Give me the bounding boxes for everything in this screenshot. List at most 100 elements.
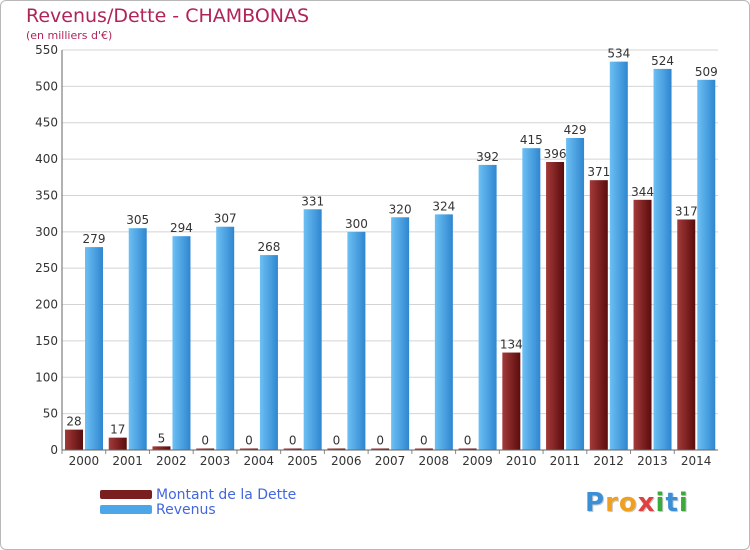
data-label-revenus: 300 <box>345 217 368 231</box>
data-label-dette: 134 <box>500 338 523 352</box>
y-tick-label: 200 <box>35 298 58 312</box>
data-label-revenus: 392 <box>476 150 499 164</box>
x-tick-label: 2004 <box>244 454 275 468</box>
legend-label-revenus: Revenus <box>156 502 216 518</box>
data-label-revenus: 305 <box>126 213 149 227</box>
data-label-dette: 344 <box>631 185 654 199</box>
bar-revenus <box>522 148 541 450</box>
y-tick-label: 450 <box>35 116 58 130</box>
bar-revenus <box>172 236 191 450</box>
bar-dette <box>239 448 258 450</box>
bar-dette <box>196 448 215 450</box>
x-tick-label: 2009 <box>462 454 493 468</box>
bar-dette <box>589 180 608 450</box>
logo-letter: P <box>585 488 606 518</box>
x-tick-label: 2008 <box>418 454 449 468</box>
bar-dette <box>414 448 433 450</box>
bar-dette <box>502 352 521 450</box>
y-tick-label: 0 <box>50 443 58 457</box>
bar-revenus <box>259 255 278 450</box>
x-tick-label: 2001 <box>112 454 143 468</box>
y-tick-label: 150 <box>35 334 58 348</box>
x-tick-label: 2005 <box>287 454 318 468</box>
logo-letter: i <box>655 488 666 518</box>
x-tick-label: 2011 <box>550 454 581 468</box>
x-tick-label: 2000 <box>69 454 100 468</box>
data-label-revenus: 509 <box>695 65 718 79</box>
data-label-revenus: 268 <box>257 240 280 254</box>
legend-swatch-dette <box>100 490 152 499</box>
bar-dette <box>108 437 127 450</box>
bar-revenus <box>653 68 672 450</box>
logo-letter: x <box>637 488 656 518</box>
bar-revenus <box>85 247 103 450</box>
data-label-dette: 0 <box>245 434 253 448</box>
y-tick-label: 500 <box>35 79 58 93</box>
bar-revenus <box>303 209 322 450</box>
y-tick-label: 300 <box>35 225 58 239</box>
bar-revenus <box>391 217 410 450</box>
bar-dette <box>371 448 390 450</box>
bar-dette <box>65 429 83 450</box>
bar-revenus <box>434 214 453 450</box>
chart-title: Revenus/Dette - CHAMBONAS <box>26 5 310 27</box>
data-label-dette: 5 <box>158 431 166 445</box>
data-label-revenus: 279 <box>83 232 106 246</box>
data-label-dette: 0 <box>289 434 297 448</box>
data-label-revenus: 294 <box>170 221 193 235</box>
bar-dette <box>458 448 477 450</box>
logo-letter: t <box>665 488 679 518</box>
data-label-dette: 0 <box>201 434 209 448</box>
x-tick-label: 2003 <box>200 454 231 468</box>
bar-dette <box>546 162 565 450</box>
data-label-dette: 0 <box>376 434 384 448</box>
y-tick-label: 100 <box>35 370 58 384</box>
bar-revenus <box>697 79 716 451</box>
data-label-revenus: 320 <box>389 202 412 216</box>
y-tick-label: 550 <box>35 43 58 57</box>
data-label-revenus: 307 <box>214 212 237 226</box>
data-label-dette: 0 <box>420 434 428 448</box>
x-tick-label: 2013 <box>637 454 668 468</box>
x-tick-label: 2002 <box>156 454 187 468</box>
bar-revenus <box>478 164 497 450</box>
y-tick-label: 350 <box>35 188 58 202</box>
bar-dette <box>152 446 171 450</box>
bar-revenus <box>347 231 366 450</box>
data-label-revenus: 429 <box>564 123 587 137</box>
x-tick-label: 2007 <box>375 454 406 468</box>
bar-dette <box>327 448 346 450</box>
chart-subtitle: (en milliers d'€) <box>26 29 113 42</box>
logo-letter: i <box>678 488 689 518</box>
data-label-dette: 371 <box>587 165 610 179</box>
legend-label-dette: Montant de la Dette <box>156 487 297 503</box>
bar-revenus <box>566 138 585 450</box>
bar-revenus <box>128 228 147 450</box>
data-label-revenus: 324 <box>432 199 455 213</box>
legend-swatch-revenus <box>100 505 152 514</box>
x-tick-label: 2006 <box>331 454 362 468</box>
data-label-dette: 28 <box>66 415 81 429</box>
data-label-dette: 317 <box>675 204 698 218</box>
bar-revenus <box>216 226 235 450</box>
bar-dette <box>633 199 652 450</box>
data-label-revenus: 415 <box>520 133 543 147</box>
x-tick-label: 2010 <box>506 454 537 468</box>
data-label-dette: 17 <box>110 423 125 437</box>
data-label-dette: 396 <box>544 147 567 161</box>
y-tick-label: 50 <box>43 407 58 421</box>
plot-area <box>62 50 718 450</box>
y-tick-label: 250 <box>35 261 58 275</box>
x-tick-label: 2014 <box>681 454 712 468</box>
bar-dette <box>283 448 302 450</box>
logo-letter: o <box>618 488 638 518</box>
bar-revenus <box>609 61 628 451</box>
data-label-revenus: 524 <box>651 54 674 68</box>
data-label-revenus: 331 <box>301 194 324 208</box>
x-tick-label: 2012 <box>593 454 624 468</box>
data-label-dette: 0 <box>333 434 341 448</box>
y-tick-label: 400 <box>35 152 58 166</box>
data-label-revenus: 534 <box>607 47 630 61</box>
logo-letter: r <box>605 488 619 518</box>
